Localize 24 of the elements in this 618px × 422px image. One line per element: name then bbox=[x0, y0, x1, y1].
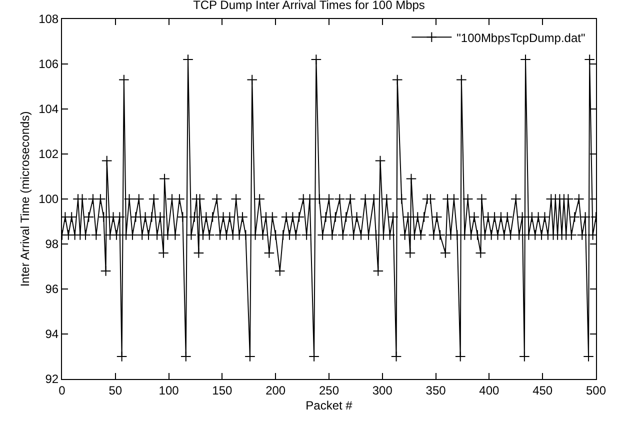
x-tick-label: 50 bbox=[108, 383, 122, 398]
x-tick-label: 0 bbox=[58, 383, 66, 398]
y-tick-label: 106 bbox=[38, 57, 59, 72]
y-tick-label: 98 bbox=[45, 237, 59, 252]
x-tick-label: 200 bbox=[266, 383, 286, 398]
x-tick-label: 150 bbox=[212, 383, 233, 398]
y-tick-label: 94 bbox=[45, 327, 59, 342]
x-tick-label: 350 bbox=[426, 383, 446, 398]
y-tick-label: 92 bbox=[45, 372, 59, 386]
y-axis-title: Inter Arrival Time (microseconds) bbox=[18, 111, 32, 287]
chart-title: TCP Dump Inter Arrival Times for 100 Mbps bbox=[193, 0, 425, 12]
y-tick-label: 100 bbox=[38, 192, 59, 206]
y-tick-label: 104 bbox=[38, 102, 59, 116]
x-tick-label: 450 bbox=[532, 383, 553, 398]
y-tick-label: 108 bbox=[38, 12, 59, 26]
x-tick-label: 250 bbox=[318, 383, 340, 398]
legend-label: "100MbpsTcpDump.dat" bbox=[456, 30, 586, 45]
x-tick-label: 300 bbox=[372, 383, 393, 398]
y-tick-label: 102 bbox=[38, 147, 59, 162]
x-tick-label: 400 bbox=[479, 383, 500, 398]
y-tick-label: 96 bbox=[45, 282, 59, 296]
x-axis-title: Packet # bbox=[306, 398, 353, 412]
x-tick-label: 100 bbox=[158, 383, 180, 398]
x-tick-label: 500 bbox=[586, 383, 606, 398]
